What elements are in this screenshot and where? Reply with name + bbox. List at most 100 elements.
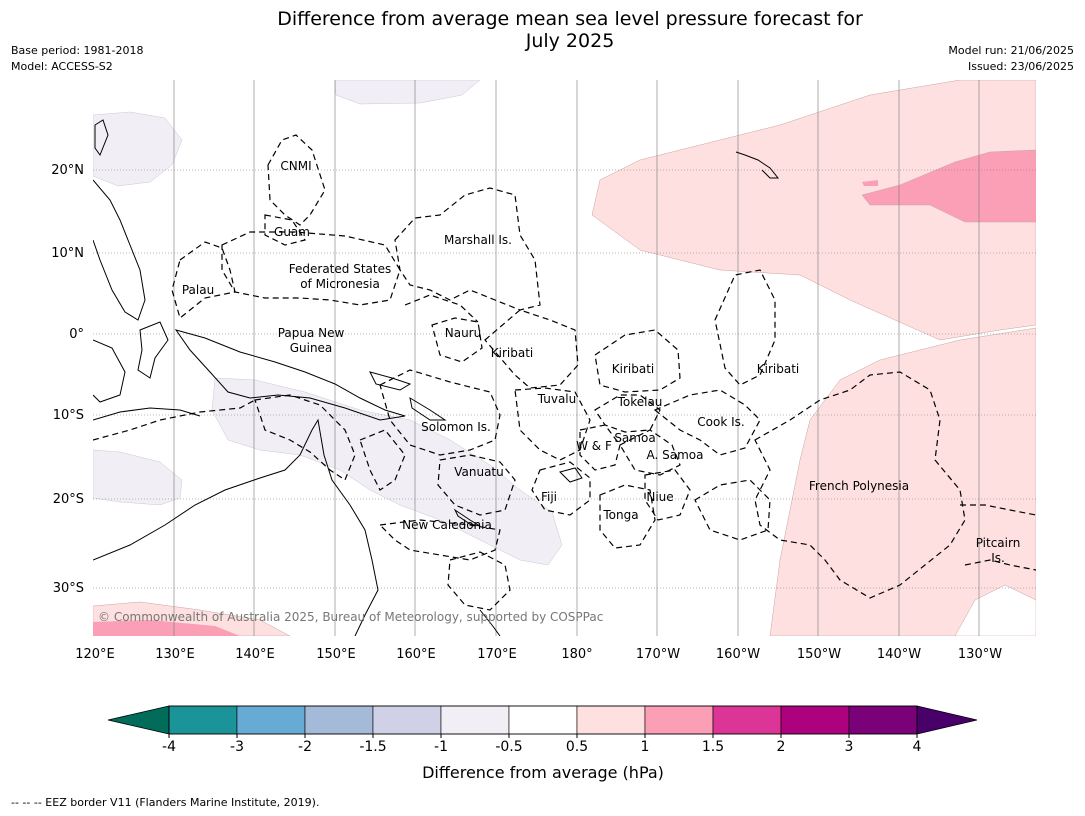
label-kiribati-central: Kiribati [612, 362, 654, 376]
colorbar-tick-label: -4 [162, 739, 176, 755]
fiji-coast [559, 467, 583, 483]
colorbar-tick-label: 1.5 [702, 739, 724, 755]
colorbar-tick-label: 4 [913, 739, 922, 755]
label-fiji: Fiji [541, 490, 557, 504]
colorbar-swatch [236, 705, 306, 735]
lat-label: 10°N [51, 246, 84, 261]
label-samoa: Samoa [614, 431, 655, 445]
eez-borders [93, 134, 1036, 611]
lon-label: 120°E [75, 647, 115, 662]
anomaly-stronger-positive-small [862, 180, 878, 186]
colorbar-tick-label: 3 [845, 739, 854, 755]
region-labels: CNMI Guam Marshall Is. Federated States … [182, 159, 1020, 565]
hawaii-coast [735, 151, 780, 179]
anomaly-negative-top [334, 80, 481, 105]
metadata-right: Model run: 21/06/2025 Issued: 23/06/2025 [948, 43, 1074, 75]
colorbar-tick-label: -1.5 [359, 739, 386, 755]
lat-label: 0° [69, 327, 84, 342]
new-zealand-coast [479, 609, 501, 636]
label-kiribati-west: Kiribati [491, 346, 533, 360]
map-title: Difference from average mean sea level p… [0, 8, 1085, 52]
lon-label: 140°W [877, 647, 921, 662]
colorbar-under-arrow [107, 705, 170, 735]
colorbar-swatch [644, 705, 714, 735]
colorbar-label: Difference from average (hPa) [422, 763, 664, 782]
eez-footnote: -- -- -- EEZ border V11 (Flanders Marine… [11, 796, 320, 809]
map-panel: CNMI Guam Marshall Is. Federated States … [93, 80, 1036, 636]
colorbar-swatch [440, 705, 510, 735]
lat-label: 30°S [53, 581, 84, 596]
lon-label: 160°W [716, 647, 760, 662]
colorbar-swatch [304, 705, 374, 735]
pressure-anomaly-map: CNMI Guam Marshall Is. Federated States … [51, 80, 1036, 782]
label-solomon-is: Solomon Is. [421, 420, 491, 434]
model-name: Model: ACCESS-S2 [11, 60, 113, 73]
colorbar-tick-label: -2 [298, 739, 312, 755]
anomaly-ring-white [954, 584, 1036, 636]
coastlines [93, 119, 780, 636]
anomaly-positive-southeast [769, 327, 1036, 636]
metadata-left: Base period: 1981-2018 Model: ACCESS-S2 [11, 43, 143, 75]
lon-label: 140°E [235, 647, 275, 662]
label-cnmi: CNMI [280, 159, 311, 173]
colorbar-tick-label: -0.5 [495, 739, 522, 755]
colorbar-tick-label: -3 [230, 739, 244, 755]
label-png-line2: Guinea [290, 341, 333, 355]
indonesia-south-coast [93, 407, 201, 421]
sulawesi-coast [137, 321, 169, 379]
anomaly-stronger-southwest [93, 620, 240, 636]
label-tokelau: Tokelau [617, 395, 663, 409]
gridlines [93, 80, 1036, 636]
lat-label: 10°S [53, 408, 84, 423]
lon-label: 150°W [797, 647, 841, 662]
new-britain-coast [369, 371, 412, 391]
label-cook-is: Cook Is. [697, 415, 744, 429]
new-caledonia-coast [453, 508, 481, 527]
colorbar-tick-label: 1 [641, 739, 650, 755]
australia-coast [93, 418, 379, 636]
label-niue: Niue [646, 490, 673, 504]
lon-label: 130°E [155, 647, 195, 662]
anomaly-stronger-positive [861, 149, 1036, 223]
lon-label: 170°E [477, 647, 517, 662]
label-kiribati-east: Kiribati [757, 362, 799, 376]
label-wallis-futuna: W & F [576, 439, 612, 453]
colorbar-swatch [576, 705, 646, 735]
label-marshall-is: Marshall Is. [444, 233, 512, 247]
base-period: Base period: 1981-2018 [11, 44, 144, 57]
lon-label: 150°E [316, 647, 356, 662]
lon-label: 180° [561, 647, 592, 662]
issued-date: Issued: 23/06/2025 [967, 60, 1074, 73]
label-pitcairn-line2: Is. [991, 551, 1005, 565]
label-tuvalu: Tuvalu [537, 392, 577, 406]
colorbar-tick-label: 2 [777, 739, 786, 755]
colorbar-swatch [712, 705, 782, 735]
label-nauru: Nauru [445, 326, 481, 340]
lat-label: 20°S [53, 492, 84, 507]
taiwan-coast [94, 119, 109, 157]
colorbar-outline [168, 705, 918, 735]
colorbar-ticks: -4 -3 -2 -1.5 -1 -0.5 0.5 1 1.5 2 3 4 [162, 734, 922, 755]
label-png-line1: Papua New [278, 326, 345, 340]
label-fsm-line2: of Micronesia [300, 277, 380, 291]
new-guinea-coast [174, 329, 406, 421]
longitude-labels: 120°E 130°E 140°E 150°E 160°E 170°E 180°… [75, 647, 1002, 662]
label-new-caledonia: New Caledonia [402, 518, 492, 532]
anomaly-negative-west [93, 449, 183, 506]
label-tonga: Tonga [602, 508, 638, 522]
lon-label: 170°W [636, 647, 680, 662]
colorbar-tick-label: 0.5 [566, 739, 588, 755]
anomaly-negative-north [93, 111, 183, 187]
label-vanuatu: Vanuatu [454, 465, 504, 479]
label-palau: Palau [182, 283, 214, 297]
title-line-1: Difference from average mean sea level p… [277, 8, 863, 30]
philippines-coast [93, 179, 146, 321]
colorbar-swatch [508, 705, 578, 735]
colorbar-swatches [168, 705, 918, 735]
label-french-polynesia: French Polynesia [809, 479, 909, 493]
label-pitcairn-line1: Pitcairn [976, 536, 1021, 550]
model-run: Model run: 21/06/2025 [948, 44, 1074, 57]
colorbar-swatch [848, 705, 918, 735]
colorbar-tick-label: -1 [434, 739, 448, 755]
lon-label: 130°W [958, 647, 1002, 662]
